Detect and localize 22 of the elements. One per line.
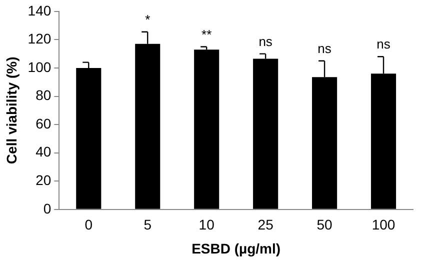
y-tick-label: 40 bbox=[36, 144, 52, 160]
annotation: ns bbox=[376, 36, 391, 52]
annotation: ** bbox=[202, 26, 212, 42]
bar bbox=[194, 50, 220, 209]
y-axis-title: Cell viability (%) bbox=[3, 56, 20, 164]
y-tick-label: 20 bbox=[36, 172, 52, 188]
y-tick-label: 0 bbox=[43, 200, 52, 216]
y-tick-label: 100 bbox=[28, 58, 52, 75]
annotation: ns bbox=[258, 34, 273, 49]
x-tick-label: 100 bbox=[372, 216, 396, 233]
annotation: ns bbox=[318, 40, 332, 56]
x-tick-label: 50 bbox=[316, 216, 333, 233]
annotation: * bbox=[145, 12, 150, 27]
x-tick-label: 0 bbox=[84, 216, 93, 233]
y-tick-label: 140 bbox=[28, 2, 52, 18]
y-tick-label: 120 bbox=[28, 30, 52, 47]
x-tick-label: 5 bbox=[144, 216, 152, 233]
y-tick-label: 60 bbox=[36, 115, 52, 132]
x-axis-title: ESBD (µg/ml) bbox=[192, 240, 281, 256]
x-tick-label: 25 bbox=[258, 216, 274, 233]
x-tick-label: 10 bbox=[198, 216, 215, 233]
y-tick-label: 80 bbox=[36, 87, 52, 104]
